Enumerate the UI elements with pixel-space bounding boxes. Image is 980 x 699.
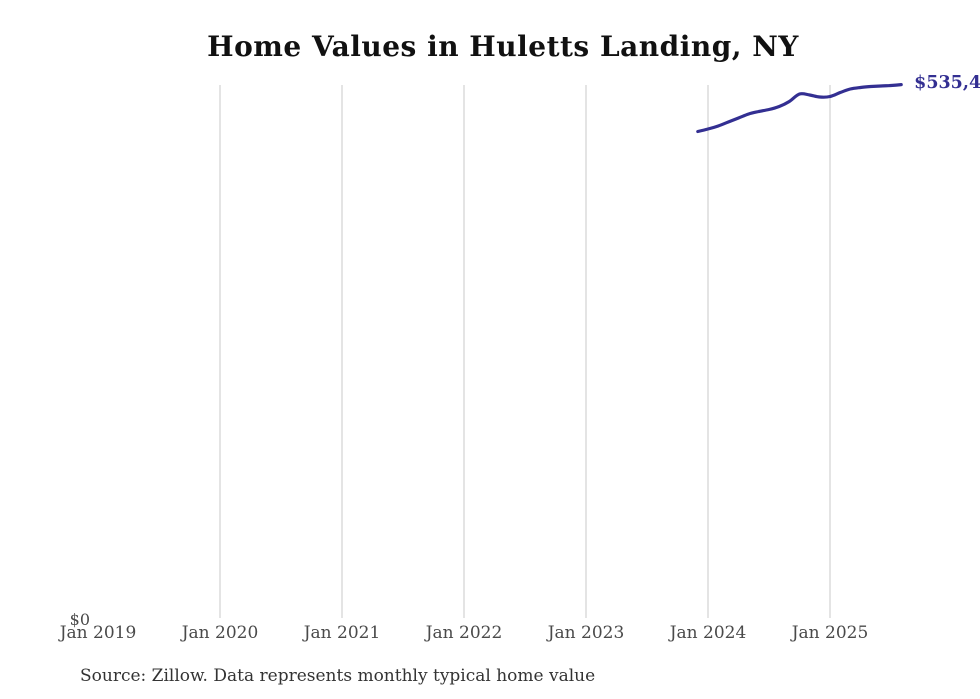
home-value-line [696,83,903,134]
x-axis-label-jan-2025: Jan 2025 [791,623,869,643]
x-axis-label-jan-2021: Jan 2021 [303,623,381,643]
x-axis-label-jan-2020: Jan 2020 [181,623,259,643]
end-value-label: $535,400 [914,72,980,93]
source-note: Source: Zillow. Data represents monthly … [80,666,596,686]
x-axis-label-jan-2023: Jan 2023 [547,623,625,643]
x-axis-label-jan-2019: Jan 2019 [59,623,137,643]
x-axis-label-jan-2022: Jan 2022 [425,623,503,643]
x-axis-label-jan-2024: Jan 2024 [669,623,747,643]
y-axis-zero-label: $0 [69,610,90,629]
vertical-gridlines [219,85,831,618]
chart-title: Home Values in Huletts Landing, NY [207,30,799,63]
